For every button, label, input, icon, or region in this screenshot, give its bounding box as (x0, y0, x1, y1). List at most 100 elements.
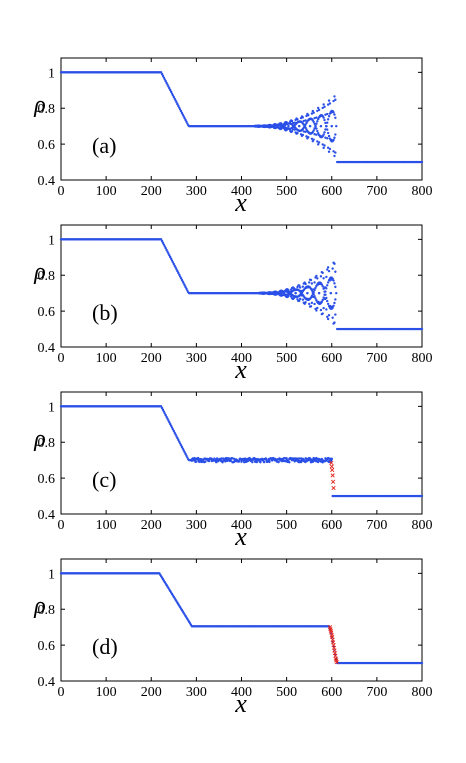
data-point (322, 133, 325, 136)
y-tick-label: 1 (48, 233, 55, 248)
data-point (306, 291, 309, 295)
panel-label: (b) (92, 300, 118, 325)
data-point (327, 150, 331, 153)
data-point (268, 460, 271, 464)
data-point (163, 245, 166, 248)
y-tick-label: 0.4 (38, 341, 56, 356)
data-point (184, 285, 187, 289)
y-tick-label: 1 (48, 567, 55, 582)
data-point (330, 457, 333, 460)
data-point (159, 238, 163, 241)
data-point (179, 443, 183, 447)
data-point (312, 129, 315, 132)
data-point (220, 457, 223, 460)
ticks: 0 100 200 300 400 500 600 700 800 0.4 0.6 0.8 1 (38, 392, 433, 533)
data-point (231, 457, 234, 460)
data-point (325, 287, 328, 290)
data-point (326, 268, 329, 271)
data-point (321, 106, 324, 110)
data-point (332, 304, 335, 307)
data-point (178, 108, 182, 111)
data-point (334, 151, 337, 154)
data-point (264, 457, 268, 460)
x-tick-label: 600 (321, 184, 342, 199)
data-point (319, 124, 323, 128)
data-point (335, 124, 338, 128)
data-point (215, 457, 219, 460)
data-point (317, 132, 320, 135)
y-tick-label: 0.6 (38, 305, 56, 320)
data-point (304, 130, 307, 134)
y-tick-label: 0.8 (38, 436, 56, 451)
x-tick-label: 400 (231, 685, 252, 700)
data-point (326, 317, 330, 321)
data-point (304, 119, 307, 122)
y-tick-label: 0.6 (38, 138, 56, 153)
data-point (319, 275, 323, 278)
data-point (321, 285, 324, 288)
data-point (333, 262, 336, 265)
data-point (332, 99, 335, 103)
data-point (317, 117, 320, 121)
x-tick-label: 0 (58, 518, 65, 533)
data-point (169, 90, 173, 93)
data-point (304, 460, 307, 464)
data-point (313, 295, 316, 298)
data-point (169, 255, 172, 259)
data-point (296, 457, 299, 460)
data-point (301, 285, 305, 288)
data-point (420, 494, 424, 498)
data-point (285, 457, 288, 460)
data-point (314, 286, 317, 290)
data-point (327, 134, 331, 138)
x-tick-label: 300 (186, 518, 207, 533)
data-point (173, 431, 176, 435)
data-point (301, 116, 305, 119)
y-axis-label: ρ (33, 92, 46, 118)
data-point-x-marker (330, 479, 336, 484)
data-point (310, 282, 314, 285)
data-point (196, 456, 200, 460)
data-point (317, 141, 321, 144)
data-point (334, 98, 337, 101)
y-axis-label: ρ (33, 426, 46, 452)
data-point (315, 127, 318, 130)
data-point (165, 248, 168, 252)
data-point (326, 118, 330, 121)
data-point (162, 243, 166, 246)
data-point (334, 133, 337, 136)
data-point (298, 457, 301, 460)
x-axis-label: x (234, 689, 247, 718)
data-point (307, 135, 310, 139)
data-point (312, 138, 315, 141)
axes-box (60, 558, 423, 682)
x-tick-label: 200 (141, 351, 162, 366)
y-tick-label: 0.6 (38, 472, 56, 487)
data-point (288, 461, 291, 464)
data-point (172, 262, 176, 266)
data-point (184, 118, 187, 122)
data-point (315, 122, 318, 125)
data-point (330, 124, 333, 128)
ticks: 0 100 200 300 400 500 600 700 800 0.4 0.6 0.8 1 (38, 58, 433, 199)
data-point (321, 143, 324, 146)
x-tick-label: 400 (231, 351, 252, 366)
data-point (326, 281, 330, 284)
data-point (329, 291, 333, 295)
data-point (313, 122, 316, 126)
data-point (163, 78, 166, 81)
data-point (165, 415, 168, 419)
data-point (320, 457, 324, 461)
data-point (171, 94, 175, 97)
x-tick-label: 700 (366, 685, 387, 700)
data-point (420, 661, 424, 665)
data-point (310, 137, 314, 140)
data-point-x-marker (330, 467, 335, 473)
x-tick-label: 700 (366, 518, 387, 533)
data-point (179, 276, 183, 280)
x-axis-label: x (234, 522, 247, 551)
data-point (321, 271, 324, 274)
x-tick-label: 200 (141, 685, 162, 700)
panel-b: ρ x (b) 0 100 200 300 400 500 600 700 8000.40.60… (33, 224, 433, 384)
x-tick-label: 100 (96, 518, 117, 533)
